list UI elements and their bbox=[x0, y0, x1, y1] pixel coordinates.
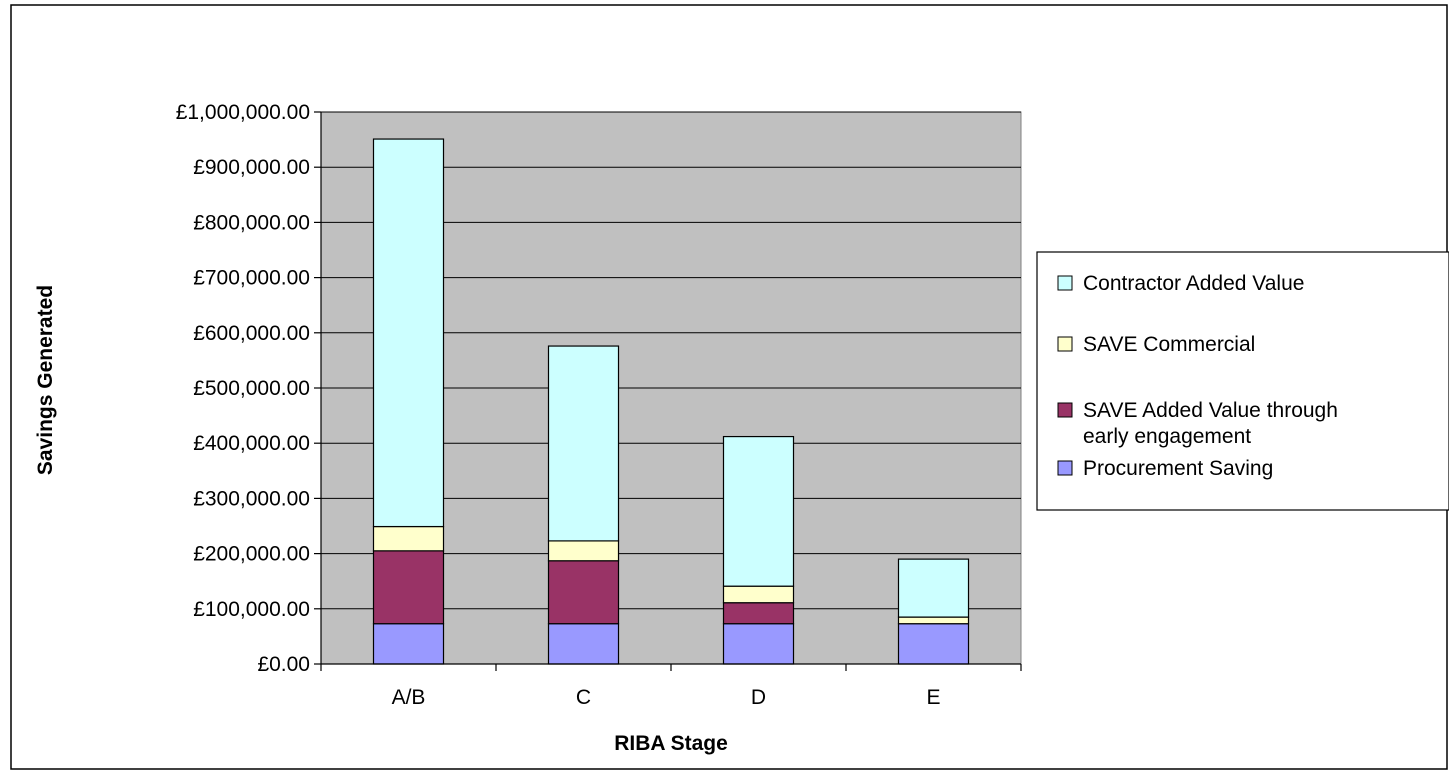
y-tick-label: £300,000.00 bbox=[193, 487, 310, 510]
y-tick-label: £600,000.00 bbox=[193, 322, 310, 345]
legend: Contractor Added Value SAVE Commercial SAV… bbox=[1036, 251, 1449, 511]
y-tick-label: £400,000.00 bbox=[193, 432, 310, 455]
legend-swatch bbox=[1057, 275, 1073, 291]
legend-swatch bbox=[1057, 336, 1073, 352]
legend-swatch bbox=[1057, 402, 1073, 418]
bar-segment bbox=[547, 345, 620, 542]
y-tick-label: £700,000.00 bbox=[193, 267, 310, 290]
legend-swatch bbox=[1057, 460, 1073, 476]
bar-segment bbox=[722, 585, 795, 604]
x-tick-label: D bbox=[751, 686, 766, 709]
legend-box bbox=[1036, 251, 1449, 511]
bar-segment bbox=[547, 540, 620, 562]
x-tick-label: C bbox=[576, 686, 591, 709]
x-tick-labels: A/B C D E bbox=[320, 664, 1022, 709]
bar-segment bbox=[547, 560, 620, 625]
y-tick-label: £100,000.00 bbox=[193, 598, 310, 621]
x-tick-label: E bbox=[926, 686, 940, 709]
legend-label: Contractor Added Value bbox=[1083, 272, 1304, 295]
x-axis-title: RIBA Stage bbox=[614, 732, 728, 755]
y-tick-label: £800,000.00 bbox=[193, 211, 310, 234]
bar-segment bbox=[372, 138, 445, 528]
bar-segment bbox=[897, 558, 970, 618]
y-tick-label: £500,000.00 bbox=[193, 377, 310, 400]
bar-segment bbox=[897, 616, 970, 625]
bar-segment bbox=[372, 550, 445, 625]
bar-segment bbox=[722, 602, 795, 625]
legend-label: Procurement Saving bbox=[1083, 457, 1273, 480]
bar-segment bbox=[897, 623, 970, 665]
legend-label: SAVE Added Value through early engagement bbox=[1083, 399, 1338, 448]
y-tick-label: £200,000.00 bbox=[193, 543, 310, 566]
x-tick-label: A/B bbox=[392, 686, 426, 709]
bar-segment bbox=[722, 435, 795, 587]
y-tick-label: £1,000,000.00 bbox=[176, 101, 310, 124]
y-tick-label: £0.00 bbox=[257, 653, 310, 676]
bar-segment bbox=[547, 623, 620, 665]
bar-segment bbox=[722, 623, 795, 665]
y-tick-labels: £0.00 £100,000.00 £200,000.00 £300,000.00 £4… bbox=[176, 101, 321, 676]
bar-segment bbox=[372, 525, 445, 552]
y-tick-label: £900,000.00 bbox=[193, 156, 310, 179]
bar-segment bbox=[372, 623, 445, 665]
legend-label: SAVE Commercial bbox=[1083, 333, 1255, 356]
y-axis-title: Savings Generated bbox=[34, 285, 57, 475]
